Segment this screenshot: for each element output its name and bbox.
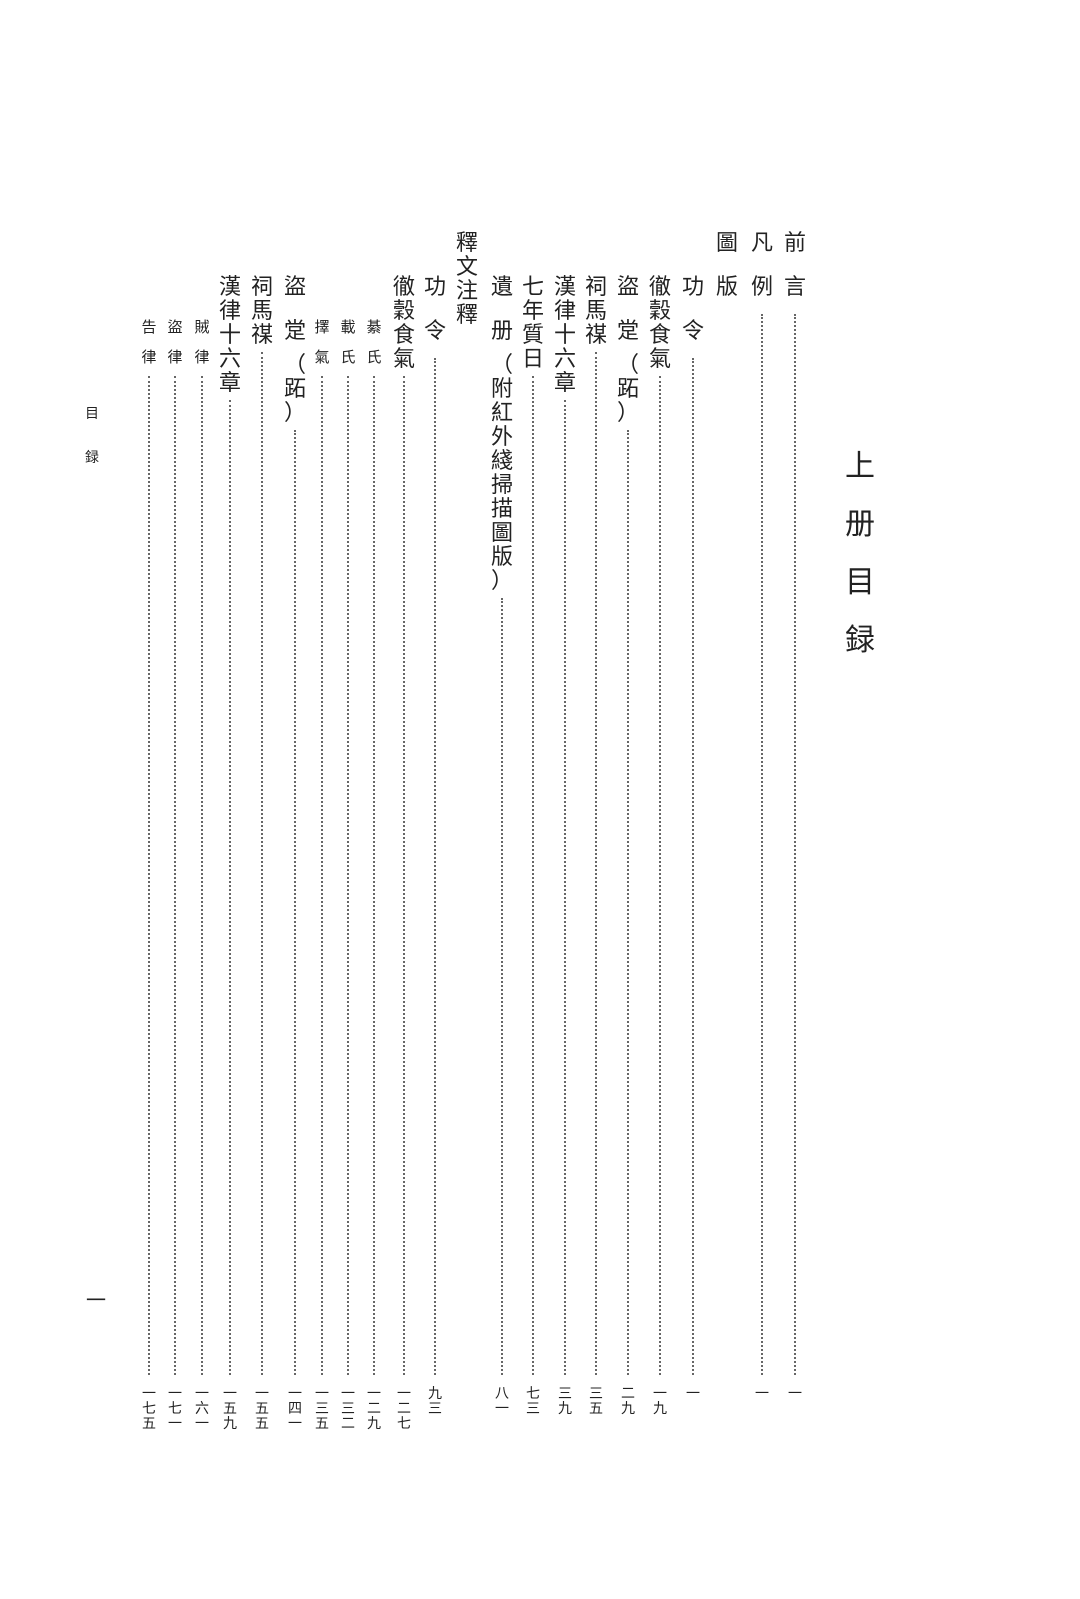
dot-leader (627, 430, 629, 1375)
dot-leader (148, 376, 150, 1375)
toc-entry-label: 擇氣 (314, 318, 330, 366)
toc-entry-label: 功令 (424, 275, 447, 344)
toc-entry-suffix: （跖） (617, 353, 640, 426)
dot-leader (347, 376, 349, 1375)
toc-page-number: 七三 (526, 1386, 540, 1417)
toc-page-number: 八一 (495, 1386, 509, 1417)
dot-leader (321, 376, 323, 1375)
dot-leader (659, 376, 661, 1375)
dot-leader (501, 598, 503, 1375)
dot-leader (201, 376, 203, 1375)
toc-entry-label: 祠馬禖 (585, 275, 608, 348)
page-folio: 一 (86, 1288, 106, 1312)
toc-page-number: 一四一 (288, 1386, 302, 1432)
toc-entry-label: 載氏 (340, 318, 356, 366)
toc-page-number: 三五 (589, 1386, 603, 1417)
toc-page-number: 一 (788, 1386, 802, 1402)
toc-entry-label: 遺册 (491, 275, 514, 344)
toc-page-number: 一 (686, 1386, 700, 1402)
toc-entry[interactable]: 前言一 (783, 231, 807, 1402)
toc-entry-suffix: （跖） (284, 353, 307, 426)
running-head: 目録 (85, 406, 99, 466)
toc-page-number: 一五五 (255, 1386, 269, 1432)
toc-entry[interactable]: 盜䟫 （跖） 一四一 (283, 275, 307, 1432)
toc-entry[interactable]: 凡例一 (750, 231, 774, 1402)
toc-entry[interactable]: 祠馬禖 三五 (584, 275, 608, 1417)
toc-title: 上册目録 (845, 449, 875, 658)
toc-entry[interactable]: 徹穀食氣 一九 (648, 275, 672, 1417)
toc-entry[interactable]: 圖版 (715, 231, 739, 310)
dot-leader (532, 376, 534, 1375)
dot-leader (434, 358, 436, 1375)
toc-entry-label: 凡例 (751, 231, 774, 300)
dot-leader (403, 376, 405, 1375)
dot-leader (564, 400, 566, 1375)
toc-entry-label: 賊律 (194, 318, 210, 366)
toc-entry-label: 盜律 (167, 318, 183, 366)
toc-page-number: 一二七 (397, 1386, 411, 1432)
toc-entry[interactable]: 盜律 一七一 (163, 318, 187, 1432)
dot-leader (692, 358, 694, 1375)
toc-entry[interactable]: 功令 九三 (423, 275, 447, 1417)
toc-page-number: 一三二 (341, 1386, 355, 1432)
toc-page-number: 三九 (558, 1386, 572, 1417)
toc-page-number: 一 (755, 1386, 769, 1402)
toc-entry[interactable]: 盜䟫 （跖） 二九 (616, 275, 640, 1417)
toc-entry[interactable]: 擇氣 一三五 (310, 318, 334, 1432)
toc-entry[interactable]: 遺册 （附紅外綫掃描圖版） 八一 (490, 275, 514, 1417)
toc-entry-label: 盜䟫 (284, 275, 307, 344)
dot-leader (261, 352, 263, 1375)
toc-entry-label: 漢律十六章 (219, 275, 242, 396)
toc-entry-label: 祠馬禖 (251, 275, 274, 348)
toc-page-number: 二九 (621, 1386, 635, 1417)
toc-entry-label: 綦氏 (366, 318, 382, 366)
dot-leader (174, 376, 176, 1375)
toc-entry-label: 釋文注釋 (456, 231, 479, 328)
dot-leader (761, 314, 763, 1375)
toc-entry[interactable]: 徹穀食氣 一二七 (392, 275, 416, 1432)
dot-leader (294, 430, 296, 1375)
toc-entry-label: 七年質日 (522, 275, 545, 372)
toc-page-number: 一九 (653, 1386, 667, 1417)
toc-entry[interactable]: 載氏 一三二 (336, 318, 360, 1432)
dot-leader (373, 376, 375, 1375)
toc-entry[interactable]: 告律 一七五 (137, 318, 161, 1432)
toc-entry-label: 徹穀食氣 (649, 275, 672, 372)
toc-entry[interactable]: 綦氏 一二九 (362, 318, 386, 1432)
toc-page-number: 一二九 (367, 1386, 381, 1432)
dot-leader (229, 400, 231, 1375)
toc-entry-label: 漢律十六章 (554, 275, 577, 396)
toc-entry[interactable]: 賊律 一六一 (190, 318, 214, 1432)
toc-entry[interactable]: 祠馬禖 一五五 (250, 275, 274, 1432)
toc-entry[interactable]: 功令一 (681, 275, 705, 1402)
toc-entry-suffix: （附紅外綫掃描圖版） (491, 353, 514, 594)
toc-entry[interactable]: 漢律十六章 一五九 (218, 275, 242, 1432)
toc-entry-label: 圖版 (716, 231, 739, 300)
toc-page-number: 一五九 (223, 1386, 237, 1432)
toc-page-number: 九三 (428, 1386, 442, 1417)
toc-page-number: 一七五 (142, 1386, 156, 1432)
toc-entry-label: 盜䟫 (617, 275, 640, 344)
dot-leader (794, 314, 796, 1375)
toc-entry-label: 徹穀食氣 (393, 275, 416, 372)
toc-entry[interactable]: 七年質日 七三 (521, 275, 545, 1417)
toc-page-number: 一三五 (315, 1386, 329, 1432)
toc-entry-label: 前言 (784, 231, 807, 300)
toc-page-number: 一六一 (195, 1386, 209, 1432)
dot-leader (595, 352, 597, 1375)
toc-entry[interactable]: 釋文注釋 (455, 232, 479, 328)
toc-entry-label: 告律 (141, 318, 157, 366)
toc-entry-label: 功令 (682, 275, 705, 344)
toc-entry[interactable]: 漢律十六章 三九 (553, 275, 577, 1417)
toc-page-number: 一七一 (168, 1386, 182, 1432)
